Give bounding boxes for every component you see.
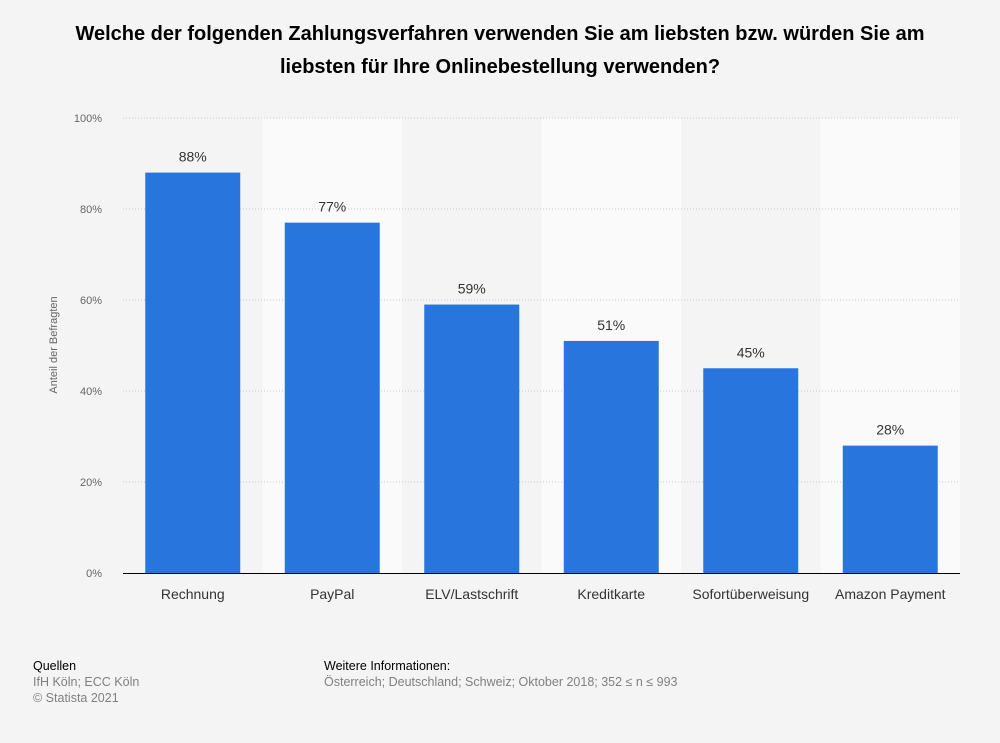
y-tick-label: 80%	[80, 204, 102, 216]
x-tick-label: Amazon Payment	[835, 586, 946, 602]
copyright-text: © Statista 2021	[33, 691, 119, 705]
chart-title: Welche der folgenden Zahlungsverfahren v…	[75, 23, 925, 78]
y-axis-label: Anteil der Befragten	[48, 296, 60, 393]
bar	[703, 368, 799, 573]
x-tick-label: ELV/Lastschrift	[425, 586, 518, 602]
data-label: 51%	[597, 317, 625, 333]
bar	[145, 172, 241, 573]
info-block: Weitere Informationen: Österreich; Deuts…	[324, 658, 678, 690]
y-tick-label: 0%	[86, 568, 102, 580]
bar-chart: 0% 20% 40% 60% 80% 100% Anteil der Befragten 88…	[48, 113, 960, 602]
sources-text: IfH Köln; ECC Köln	[33, 675, 140, 689]
bar	[563, 340, 659, 573]
info-text: Österreich; Deutschland; Schweiz; Oktobe…	[324, 675, 678, 689]
x-tick-label: Kreditkarte	[577, 586, 645, 602]
bar	[424, 304, 520, 573]
bar	[842, 445, 938, 573]
data-label: 77%	[318, 199, 346, 215]
sources-heading: Quellen	[33, 659, 77, 673]
y-tick-label: 100%	[74, 113, 102, 125]
data-label: 45%	[737, 344, 765, 360]
data-label: 88%	[179, 149, 207, 165]
data-label: 28%	[876, 422, 904, 438]
y-tick-label: 40%	[80, 386, 102, 398]
bar	[284, 222, 380, 573]
x-tick-label: PayPal	[310, 586, 354, 602]
x-tick-label: Rechnung	[161, 586, 225, 602]
y-tick-label: 60%	[80, 295, 102, 307]
x-tick-label: Sofortüberweisung	[692, 586, 809, 602]
info-heading: Weitere Informationen:	[324, 659, 451, 673]
sources-block: Quellen IfH Köln; ECC Köln © Statista 20…	[33, 658, 139, 706]
y-tick-label: 20%	[80, 477, 102, 489]
data-label: 59%	[458, 281, 486, 297]
